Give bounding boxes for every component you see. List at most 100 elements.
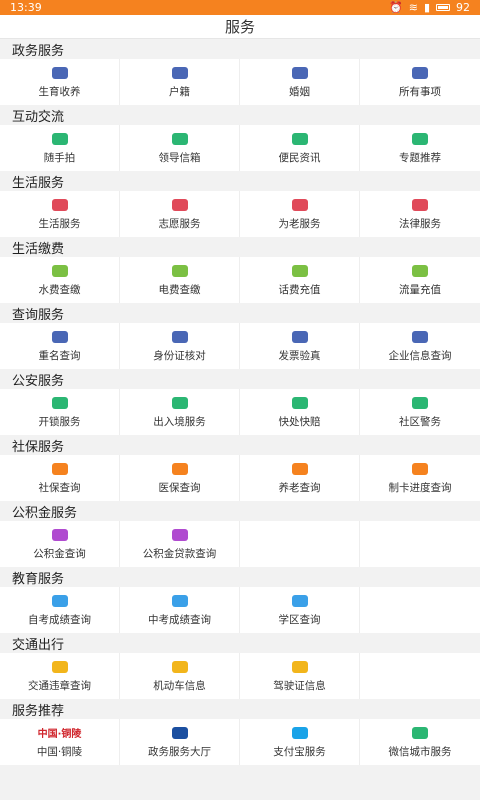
service-grid: 水费查缴 电费查缴 话费充值 流量充值 (0, 257, 480, 303)
alarm-icon: ⏰ (389, 1, 403, 14)
service-item[interactable]: 为老服务 (240, 191, 360, 237)
service-item[interactable]: 重名查询 (0, 323, 120, 369)
service-item-label: 志愿服务 (158, 217, 201, 230)
social-security-icon (51, 462, 69, 476)
user-search-icon (51, 330, 69, 344)
service-item-label: 社保查询 (38, 481, 81, 494)
service-item[interactable]: 快处快赔 (240, 389, 360, 435)
service-item[interactable]: 社保查询 (0, 455, 120, 501)
service-item-label: 生育收养 (38, 85, 81, 98)
service-item[interactable]: 中国·铜陵 中国·铜陵 (0, 719, 120, 765)
service-item[interactable]: 养老查询 (240, 455, 360, 501)
camera-icon (51, 132, 69, 146)
service-item-label: 便民资讯 (278, 151, 321, 164)
service-item-label: 快处快赔 (278, 415, 321, 428)
section-title: 交通出行 (0, 633, 480, 653)
documents-icon (411, 66, 429, 80)
service-item[interactable]: 电费查缴 (120, 257, 240, 303)
service-grid: 社保查询 医保查询 养老查询 制卡进度查询 (0, 455, 480, 501)
service-grid: 自考成绩查询 中考成绩查询 学区查询 (0, 587, 480, 633)
empty-cell (360, 587, 480, 633)
wechat-icon (411, 726, 429, 740)
money-bag-icon (51, 528, 69, 542)
service-item[interactable]: 话费充值 (240, 257, 360, 303)
service-item[interactable]: 公积金贷款查询 (120, 521, 240, 567)
service-item[interactable]: 自考成绩查询 (0, 587, 120, 633)
service-grid: 随手拍 领导信箱 便民资讯 专题推荐 (0, 125, 480, 171)
battery-icon (436, 4, 450, 11)
service-item[interactable]: 志愿服务 (120, 191, 240, 237)
service-item-label: 中国·铜陵 (36, 745, 83, 758)
traffic-light-icon (51, 660, 69, 674)
message-icon (291, 132, 309, 146)
service-item[interactable]: 中考成绩查询 (120, 587, 240, 633)
service-item-label: 话费充值 (278, 283, 321, 296)
service-grid: 公积金查询 公积金贷款查询 (0, 521, 480, 567)
service-item[interactable]: 开锁服务 (0, 389, 120, 435)
service-item-label: 支付宝服务 (273, 745, 326, 758)
service-item[interactable]: 领导信箱 (120, 125, 240, 171)
elderly-icon (291, 462, 309, 476)
service-item-label: 医保查询 (158, 481, 201, 494)
service-item[interactable]: 微信城市服务 (360, 719, 480, 765)
service-item[interactable]: 企业信息查询 (360, 323, 480, 369)
service-item[interactable]: 出入境服务 (120, 389, 240, 435)
status-icons: ⏰ ≋ ▮ 92 (389, 1, 470, 14)
section-title: 生活服务 (0, 171, 480, 191)
service-item[interactable]: 水费查缴 (0, 257, 120, 303)
service-item-label: 社区警务 (399, 415, 441, 428)
service-grid: 交通违章查询 机动车信息 驾驶证信息 (0, 653, 480, 699)
section-title: 教育服务 (0, 567, 480, 587)
service-grid: 中国·铜陵 中国·铜陵 政务服务大厅支付宝服务 微信城市服务 (0, 719, 480, 765)
service-item[interactable]: 支付宝服务 (240, 719, 360, 765)
airplane-icon (171, 396, 189, 410)
service-item[interactable]: 流量充值 (360, 257, 480, 303)
gavel-icon (411, 198, 429, 212)
service-item[interactable]: 政务服务大厅 (120, 719, 240, 765)
service-item-label: 专题推荐 (399, 151, 441, 164)
service-item[interactable]: 发票验真 (240, 323, 360, 369)
service-item[interactable]: 学区查询 (240, 587, 360, 633)
service-item-label: 驾驶证信息 (273, 679, 326, 692)
service-item[interactable]: 便民资讯 (240, 125, 360, 171)
service-item[interactable]: 生育收养 (0, 59, 120, 105)
person-icon (51, 198, 69, 212)
service-item-label: 所有事项 (399, 85, 441, 98)
service-item[interactable]: 婚姻 (240, 59, 360, 105)
service-item[interactable]: 生活服务 (0, 191, 120, 237)
service-item-label: 户籍 (169, 85, 190, 98)
service-item[interactable]: 公积金查询 (0, 521, 120, 567)
empty-cell (360, 521, 480, 567)
service-grid: 生活服务 志愿服务 为老服务 法律服务 (0, 191, 480, 237)
service-item[interactable]: 随手拍 (0, 125, 120, 171)
service-item[interactable]: 户籍 (120, 59, 240, 105)
service-item[interactable]: 医保查询 (120, 455, 240, 501)
status-time: 13:39 (10, 1, 42, 14)
service-item[interactable]: 所有事项 (360, 59, 480, 105)
magnifier-icon (51, 594, 69, 608)
service-item-label: 微信城市服务 (388, 745, 452, 758)
id-card-icon (171, 66, 189, 80)
section-title: 公安服务 (0, 369, 480, 389)
section-title: 服务推荐 (0, 699, 480, 719)
service-item-label: 随手拍 (43, 151, 76, 164)
service-item-label: 领导信箱 (158, 151, 201, 164)
service-item[interactable]: 驾驶证信息 (240, 653, 360, 699)
service-item-label: 法律服务 (399, 217, 441, 230)
service-item-label: 重名查询 (38, 349, 81, 362)
service-item[interactable]: 社区警务 (360, 389, 480, 435)
empty-cell (240, 521, 360, 567)
section-title: 互动交流 (0, 105, 480, 125)
service-item-label: 自考成绩查询 (28, 613, 91, 626)
service-item-label: 中考成绩查询 (148, 613, 211, 626)
service-item[interactable]: 身份证核对 (120, 323, 240, 369)
service-item[interactable]: 制卡进度查询 (360, 455, 480, 501)
service-item-label: 机动车信息 (153, 679, 206, 692)
service-item[interactable]: 专题推荐 (360, 125, 480, 171)
rings-icon (291, 66, 309, 80)
service-grid: 开锁服务 出入境服务 快处快赔 社区警务 (0, 389, 480, 435)
service-item[interactable]: 交通违章查询 (0, 653, 120, 699)
service-item[interactable]: 机动车信息 (120, 653, 240, 699)
service-item-label: 水费查缴 (38, 283, 81, 296)
service-item[interactable]: 法律服务 (360, 191, 480, 237)
